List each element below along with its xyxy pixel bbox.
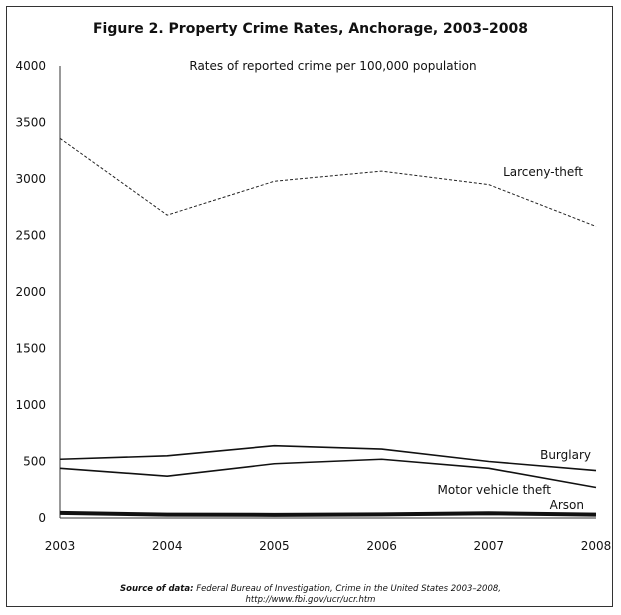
x-tick-label: 2004	[152, 539, 183, 553]
y-tick-label: 2000	[15, 285, 46, 299]
series-label: Arson	[550, 498, 584, 512]
series-label: Burglary	[540, 448, 591, 462]
series-group	[59, 137, 597, 517]
source-text: Federal Bureau of Investigation, Crime i…	[196, 584, 501, 594]
chart-title: Figure 2. Property Crime Rates, Anchorag…	[92, 21, 528, 37]
series-line-arson	[59, 510, 597, 517]
source-note: Source of data: Federal Bureau of Invest…	[0, 584, 621, 594]
y-tick-label: 0	[38, 511, 46, 525]
series-line-motor-vehicle-theft	[59, 458, 597, 489]
series-label: Larceny-theft	[503, 165, 583, 179]
y-tick-label: 3000	[15, 172, 46, 186]
source-url: http://www.fbi.gov/ucr/ucr.htm	[245, 595, 376, 605]
y-tick-label: 2500	[15, 229, 46, 243]
x-tick-label: 2005	[259, 539, 290, 553]
y-tick-label: 500	[23, 455, 46, 469]
y-tick-label: 1500	[15, 342, 46, 356]
y-axis: 0 500 1000 1500 2000 2500 3000 3500 4000	[15, 59, 61, 525]
series-label: Motor vehicle theft	[438, 483, 552, 497]
x-tick-label: 2007	[474, 539, 505, 553]
series-line-larceny-theft	[59, 137, 597, 227]
chart-subtitle: Rates of reported crime per 100,000 popu…	[189, 59, 476, 73]
series-line-burglary	[59, 444, 597, 472]
x-tick-label: 2006	[366, 539, 397, 553]
figure-frame: Figure 2. Property Crime Rates, Anchorag…	[6, 6, 613, 607]
source-label: Source of data:	[120, 584, 194, 594]
x-axis: 2003 2004 2005 2006 2007 2008	[45, 517, 612, 553]
y-tick-label: 4000	[15, 59, 46, 73]
x-tick-label: 2008	[581, 539, 612, 553]
series-labels: Larceny-theft Burglary Motor vehicle theft…	[438, 165, 591, 512]
y-tick-label: 3500	[15, 116, 46, 130]
y-tick-label: 1000	[15, 398, 46, 412]
x-tick-label: 2003	[45, 539, 76, 553]
